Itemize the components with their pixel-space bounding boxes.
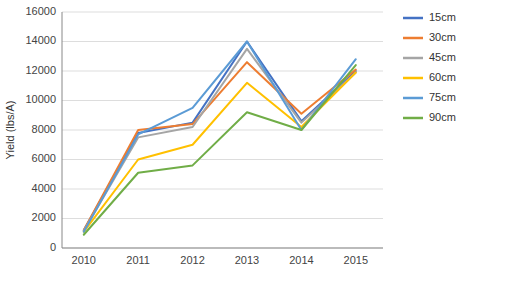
series-line [84, 65, 356, 235]
legend-swatch [403, 97, 423, 100]
legend: 15cm 30cm 45cm 60cm 75cm 90cm [403, 11, 456, 123]
x-axis [62, 248, 383, 249]
y-tick-label: 0 [50, 241, 56, 253]
chart: 0 2000 4000 6000 8000 10000 12000 14000 16000 201… [0, 0, 505, 284]
y-axis [62, 12, 63, 248]
legend-swatch [403, 57, 423, 60]
grid-line [62, 248, 383, 249]
x-tick-label: 2011 [126, 254, 150, 266]
legend-label: 30cm [429, 31, 456, 43]
legend-swatch [403, 117, 423, 120]
legend-swatch [403, 37, 423, 40]
grid-line [62, 218, 383, 219]
y-tick-label: 8000 [32, 123, 56, 135]
y-tick-label: 16000 [25, 5, 56, 17]
x-tick-label: 2014 [289, 254, 313, 266]
y-tick-label: 2000 [32, 211, 56, 223]
x-tick-label: 2015 [344, 254, 368, 266]
grid [62, 12, 383, 248]
legend-label: 75cm [429, 91, 456, 103]
grid-line [62, 189, 383, 190]
legend-label: 15cm [429, 11, 456, 23]
y-axis-label: Yield (lbs/A) [4, 101, 16, 160]
series-line [84, 42, 356, 232]
legend-swatch [403, 17, 423, 20]
grid-line [62, 12, 383, 13]
grid-line [62, 100, 383, 101]
y-tick-label: 10000 [25, 93, 56, 105]
x-tick-label: 2010 [72, 254, 96, 266]
x-tick-label: 2013 [235, 254, 259, 266]
y-tick-label: 14000 [25, 34, 56, 46]
grid-line [62, 159, 383, 160]
series-line [84, 42, 356, 231]
legend-label: 90cm [429, 111, 456, 123]
legend-label: 60cm [429, 71, 456, 83]
legend-swatch [403, 77, 423, 80]
y-tick-label: 4000 [32, 182, 56, 194]
y-tick-label: 6000 [32, 152, 56, 164]
grid-line [62, 41, 383, 42]
series-lines [84, 42, 356, 235]
series-line [84, 72, 356, 231]
grid-line [62, 130, 383, 131]
x-tick-label: 2012 [180, 254, 204, 266]
legend-label: 45cm [429, 51, 456, 63]
y-tick-label: 12000 [25, 64, 56, 76]
